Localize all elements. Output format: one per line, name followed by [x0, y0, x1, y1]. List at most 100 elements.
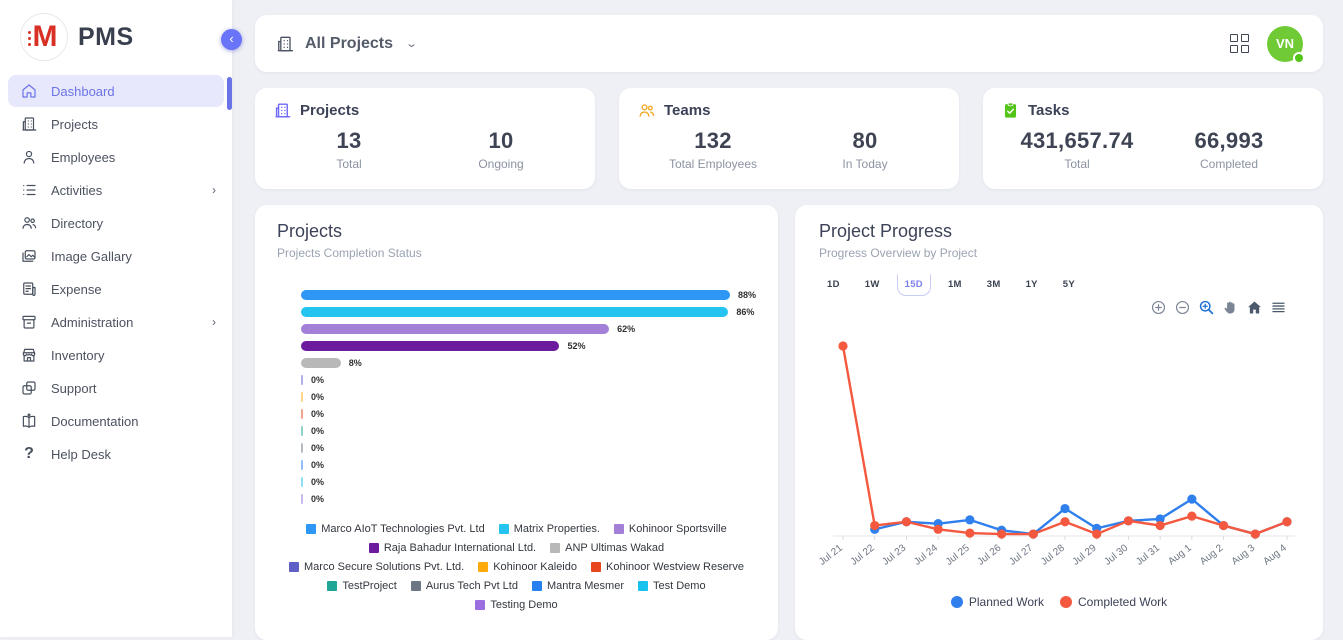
bar-value-label: 0%: [311, 443, 324, 453]
legend-swatch: [475, 600, 485, 610]
stat-card-projects: Projects 13Total 10Ongoing: [255, 88, 595, 189]
legend-item[interactable]: Kohinoor Sportsville: [614, 523, 727, 535]
bar-value-label: 88%: [738, 290, 756, 300]
zoom-select-icon[interactable]: [1198, 299, 1215, 316]
svg-text:Jul 21: Jul 21: [819, 542, 845, 567]
zoom-in-icon[interactable]: [1150, 299, 1167, 316]
zoom-out-icon[interactable]: [1174, 299, 1191, 316]
bar: [301, 341, 559, 351]
sidebar-item-administration[interactable]: Administration ›: [8, 306, 224, 338]
sidebar-item-documentation[interactable]: Documentation: [8, 405, 224, 437]
legend-swatch: [532, 581, 542, 591]
logo-dots: [28, 31, 31, 46]
book-icon: [20, 412, 38, 430]
metric-value: 13: [273, 128, 425, 154]
range-button-15d[interactable]: 15D: [897, 274, 931, 296]
avatar[interactable]: VN: [1267, 26, 1303, 62]
legend-item[interactable]: Mantra Mesmer: [532, 580, 624, 592]
legend-dot: [951, 596, 963, 608]
bar-value-label: 0%: [311, 494, 324, 504]
bar-value-label: 0%: [311, 375, 324, 385]
sidebar-item-support[interactable]: Support: [8, 372, 224, 404]
svg-text:Jul 25: Jul 25: [944, 542, 972, 567]
bar-row: 52%: [301, 337, 756, 354]
building-icon: [20, 115, 38, 133]
svg-text:Jul 29: Jul 29: [1071, 542, 1099, 567]
sidebar-item-projects[interactable]: Projects: [8, 108, 224, 140]
legend-item[interactable]: Completed Work: [1060, 595, 1167, 609]
sidebar-item-label: Activities: [51, 183, 102, 198]
sidebar-item-inventory[interactable]: Inventory: [8, 339, 224, 371]
avatar-initials: VN: [1276, 36, 1294, 51]
legend-item[interactable]: Marco Secure Solutions Pvt. Ltd.: [289, 561, 464, 573]
range-button-3m[interactable]: 3M: [979, 274, 1009, 296]
legend-item[interactable]: Test Demo: [638, 580, 706, 592]
legend-dot: [1060, 596, 1072, 608]
legend-item[interactable]: Kohinoor Kaleido: [478, 561, 577, 573]
bar-row: 0%: [301, 490, 756, 507]
legend-swatch: [614, 524, 624, 534]
svg-text:Aug 3: Aug 3: [1230, 542, 1258, 567]
legend-item[interactable]: Kohinoor Westview Reserve: [591, 561, 744, 573]
online-status-dot: [1293, 52, 1305, 64]
legend-item[interactable]: TestProject: [327, 580, 396, 592]
range-button-1y[interactable]: 1Y: [1018, 274, 1046, 296]
legend-item[interactable]: Planned Work: [951, 595, 1044, 609]
range-button-1m[interactable]: 1M: [940, 274, 970, 296]
app-name: PMS: [78, 23, 134, 52]
sidebar: M PMS Dashboard Projects Employees Activ…: [0, 0, 232, 637]
legend-item[interactable]: Marco AIoT Technologies Pvt. Ltd: [306, 523, 484, 535]
active-item-indicator: [227, 77, 232, 110]
metric-label: Total: [273, 157, 425, 171]
sidebar-item-label: Expense: [51, 282, 102, 297]
sidebar-item-activities[interactable]: Activities ›: [8, 174, 224, 206]
svg-text:Aug 2: Aug 2: [1198, 542, 1226, 567]
legend-label: TestProject: [342, 580, 396, 592]
sidebar-item-label: Projects: [51, 117, 98, 132]
project-filter-dropdown[interactable]: All Projects ⌄: [275, 34, 416, 54]
home-icon[interactable]: [1246, 299, 1263, 316]
legend-label: Matrix Properties.: [514, 523, 600, 535]
legend-swatch: [638, 581, 648, 591]
sidebar-nav: Dashboard Projects Employees Activities …: [0, 75, 232, 470]
stat-card-tasks: Tasks 431,657.74Total 66,993Completed: [983, 88, 1323, 189]
legend-label: Marco Secure Solutions Pvt. Ltd.: [304, 561, 464, 573]
sidebar-item-directory[interactable]: Directory: [8, 207, 224, 239]
legend-swatch: [306, 524, 316, 534]
sidebar-collapse-button[interactable]: ‹: [221, 29, 242, 50]
image-icon: [20, 247, 38, 265]
bar: [301, 307, 728, 317]
menu-icon[interactable]: [1270, 299, 1287, 316]
range-button-5y[interactable]: 5Y: [1055, 274, 1083, 296]
sidebar-item-expense[interactable]: Expense: [8, 273, 224, 305]
project-filter-label: All Projects: [305, 35, 393, 53]
card-title: Projects: [277, 221, 756, 242]
legend-item[interactable]: ANP Ultimas Wakad: [550, 542, 664, 554]
legend-swatch: [411, 581, 421, 591]
svg-text:Aug 4: Aug 4: [1261, 542, 1289, 567]
project-progress-card: Project Progress Progress Overview by Pr…: [795, 205, 1323, 640]
sidebar-item-image-gallery[interactable]: Image Gallary: [8, 240, 224, 272]
legend-item[interactable]: Raja Bahadur International Ltd.: [369, 542, 536, 554]
range-button-1w[interactable]: 1W: [857, 274, 888, 296]
legend-item[interactable]: Matrix Properties.: [499, 523, 600, 535]
sidebar-item-dashboard[interactable]: Dashboard: [8, 75, 224, 107]
svg-text:Jul 31: Jul 31: [1134, 542, 1162, 567]
sidebar-item-help-desk[interactable]: ? Help Desk: [8, 438, 224, 470]
sidebar-item-employees[interactable]: Employees: [8, 141, 224, 173]
legend-swatch: [327, 581, 337, 591]
legend-swatch: [591, 562, 601, 572]
bar: [301, 324, 609, 334]
legend-item[interactable]: Testing Demo: [475, 599, 557, 611]
range-button-1d[interactable]: 1D: [819, 274, 848, 296]
sidebar-item-label: Employees: [51, 150, 115, 165]
pan-icon[interactable]: [1222, 299, 1239, 316]
legend-item[interactable]: Aurus Tech Pvt Ltd: [411, 580, 518, 592]
bar: [301, 358, 341, 368]
legend-swatch: [478, 562, 488, 572]
sidebar-item-label: Dashboard: [51, 84, 115, 99]
copy-icon: [20, 379, 38, 397]
chevron-right-icon: ›: [212, 315, 216, 329]
sidebar-item-label: Image Gallary: [51, 249, 132, 264]
apps-grid-icon[interactable]: [1230, 34, 1249, 53]
